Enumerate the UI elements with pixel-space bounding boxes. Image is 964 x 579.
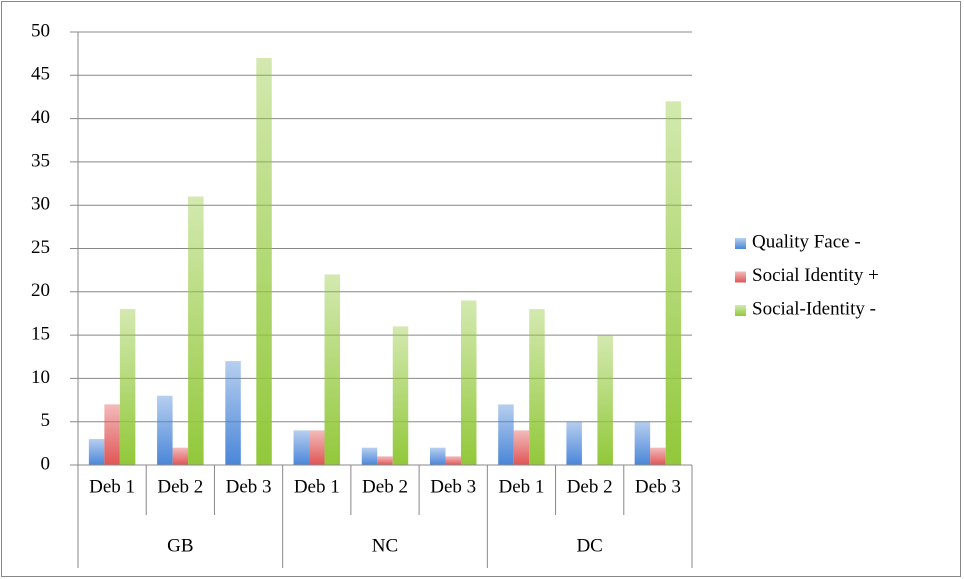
bar	[513, 430, 530, 465]
bar	[498, 404, 514, 465]
group-label: NC	[372, 535, 398, 556]
group-label: DC	[576, 535, 602, 556]
group-label: GB	[167, 535, 193, 556]
y-tick-label: 15	[31, 323, 50, 344]
legend-swatch	[735, 305, 746, 316]
legend-swatch	[735, 238, 746, 249]
bar	[309, 430, 325, 465]
bar	[392, 326, 409, 465]
legend-label: Quality Face -	[752, 231, 861, 252]
y-tick-label: 25	[31, 237, 50, 258]
y-tick-label: 10	[31, 367, 50, 388]
bar	[188, 196, 204, 466]
bar	[119, 309, 136, 465]
bar	[650, 447, 666, 465]
bar	[324, 274, 341, 465]
bar	[225, 361, 241, 465]
bar	[665, 101, 682, 465]
x-tick-label: Deb 2	[157, 476, 203, 497]
bar	[157, 395, 173, 465]
legend-label: Social Identity +	[752, 265, 879, 286]
bar	[88, 439, 105, 465]
x-tick-label: Deb 3	[226, 476, 272, 497]
bar	[529, 309, 545, 465]
y-tick-label: 20	[31, 280, 50, 301]
bar	[256, 57, 272, 465]
bar	[172, 447, 189, 465]
y-tick-label: 30	[31, 194, 50, 215]
y-tick-label: 5	[41, 410, 51, 431]
y-tick-label: 0	[41, 453, 51, 474]
bar	[429, 447, 446, 465]
bar	[104, 404, 120, 465]
bar	[566, 421, 582, 465]
x-tick-label: Deb 2	[362, 476, 408, 497]
bar	[634, 421, 651, 465]
y-tick-label: 40	[31, 107, 50, 128]
y-tick-label: 35	[31, 150, 50, 171]
y-tick-label: 50	[31, 20, 50, 41]
x-tick-label: Deb 1	[89, 476, 135, 497]
x-tick-label: Deb 2	[567, 476, 613, 497]
bar	[377, 456, 393, 465]
bar	[293, 430, 310, 465]
x-tick-label: Deb 1	[294, 476, 340, 497]
bar	[445, 456, 461, 465]
legend-swatch	[735, 271, 746, 283]
x-tick-label: Deb 3	[635, 476, 681, 497]
x-tick-label: Deb 1	[498, 476, 544, 497]
y-tick-label: 45	[31, 64, 50, 85]
x-tick-label: Deb 3	[430, 476, 476, 497]
bar	[460, 300, 477, 465]
legend-label: Social-Identity -	[752, 298, 876, 319]
bar	[597, 335, 613, 465]
bar	[361, 447, 378, 465]
